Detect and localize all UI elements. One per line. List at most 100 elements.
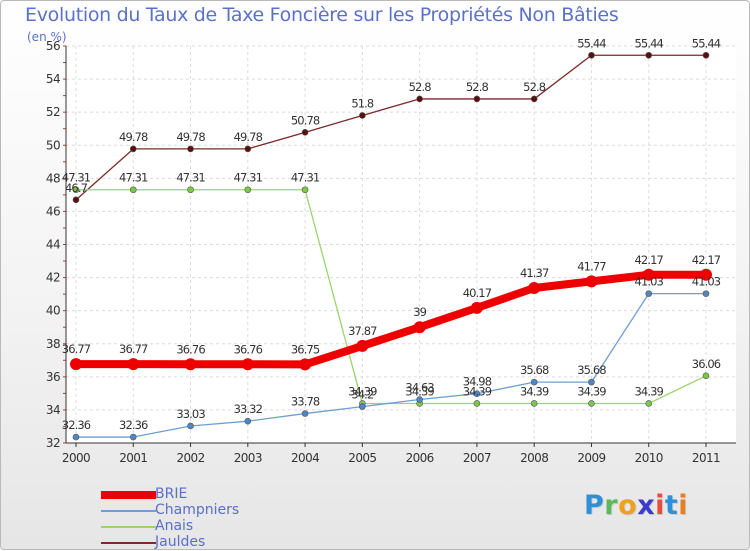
- data-point-brie: [700, 268, 712, 281]
- data-point-brie: [184, 358, 197, 371]
- data-point-jauldes: [359, 112, 366, 119]
- data-point-brie: [356, 339, 369, 352]
- data-point-brie: [241, 358, 254, 371]
- legend-label: Champniers: [155, 502, 240, 518]
- legend-item-champniers: Champniers: [101, 502, 321, 519]
- data-point-champniers: [244, 417, 252, 425]
- data-label-champniers: 33.78: [291, 395, 320, 409]
- data-point-anais: [473, 400, 481, 407]
- plot-area: [66, 46, 736, 443]
- logo-letter: P: [584, 490, 605, 521]
- data-point-champniers: [530, 378, 538, 386]
- data-label-anais: 34.39: [520, 384, 549, 398]
- data-point-champniers: [645, 290, 653, 297]
- series-line-brie: [72, 270, 710, 369]
- data-label-anais: 34.39: [348, 384, 377, 398]
- series-line-jauldes: [75, 54, 707, 201]
- x-tick-label: 2002: [176, 451, 204, 465]
- y-tick-label: 52: [46, 105, 60, 119]
- logo-letter: x: [637, 490, 656, 521]
- data-label-champniers: 34.63: [405, 380, 434, 394]
- legend-label: BRIE: [155, 486, 188, 502]
- data-point-brie: [299, 358, 312, 371]
- data-point-brie: [413, 321, 426, 334]
- data-point-jauldes: [416, 95, 423, 103]
- data-point-brie: [127, 358, 140, 371]
- data-label-anais: 36.06: [692, 357, 721, 371]
- data-label-brie: 42.17: [635, 253, 664, 267]
- data-point-champniers: [187, 422, 194, 430]
- data-label-champniers: 33.03: [176, 407, 205, 421]
- data-point-champniers: [473, 390, 481, 398]
- data-label-brie: 41.77: [577, 259, 606, 273]
- data-label-anais: 34.39: [577, 384, 606, 398]
- y-tick-label: 44: [46, 238, 60, 252]
- y-tick-label: 50: [46, 138, 60, 152]
- data-label-brie: 36.75: [291, 342, 320, 356]
- x-tick-label: 2008: [520, 451, 548, 465]
- legend-item-anais: Anais: [101, 518, 321, 535]
- data-label-brie: 41.37: [520, 266, 549, 280]
- data-label-jauldes: 49.78: [176, 130, 205, 144]
- data-point-brie: [70, 358, 82, 371]
- data-point-champniers: [129, 433, 137, 441]
- logo-letter: i: [655, 490, 665, 521]
- data-label-jauldes: 52.8: [409, 80, 432, 94]
- data-point-brie: [470, 301, 483, 314]
- x-tick-label: 2005: [348, 451, 376, 465]
- data-label-champniers: 34.2: [351, 388, 374, 402]
- data-label-jauldes: 50.78: [291, 113, 320, 127]
- y-tick-label: 34: [46, 403, 60, 417]
- data-label-anais: 34.39: [463, 384, 492, 398]
- data-label-jauldes: 52.8: [466, 80, 489, 94]
- data-point-anais: [187, 186, 194, 194]
- data-point-anais: [244, 186, 252, 194]
- series-line-champniers: [75, 292, 707, 438]
- data-label-jauldes: 49.78: [119, 130, 148, 144]
- x-tick-label: 2004: [291, 451, 319, 465]
- data-label-brie: 39: [413, 305, 426, 319]
- data-label-champniers: 33.32: [234, 402, 263, 416]
- data-point-jauldes: [244, 145, 252, 153]
- data-label-brie: 40.17: [463, 286, 492, 300]
- y-tick-label: 48: [46, 171, 60, 185]
- data-label-jauldes: 55.44: [577, 36, 606, 50]
- legend-swatch: [101, 491, 156, 499]
- data-label-anais: 47.31: [291, 171, 320, 185]
- y-tick-label: 46: [46, 204, 60, 218]
- data-label-jauldes: 55.44: [692, 36, 721, 50]
- data-point-anais: [129, 186, 137, 194]
- data-label-anais: 47.31: [234, 171, 263, 185]
- data-label-brie: 36.77: [119, 342, 148, 356]
- data-point-jauldes: [588, 51, 595, 59]
- legend-swatch: [101, 510, 156, 512]
- data-label-brie: 36.77: [62, 342, 91, 356]
- logo-letter: t: [664, 490, 679, 521]
- data-point-champniers: [588, 378, 595, 386]
- y-tick-label: 42: [46, 271, 60, 285]
- logo-letter: o: [618, 490, 638, 521]
- data-point-jauldes: [530, 95, 538, 103]
- data-point-champniers: [72, 433, 80, 441]
- y-tick-label: 40: [46, 304, 60, 318]
- data-label-jauldes: 46.7: [65, 181, 88, 195]
- logo-letter: r: [604, 490, 619, 521]
- data-label-anais: 34.39: [405, 384, 434, 398]
- data-point-anais: [645, 400, 653, 407]
- data-point-champniers: [416, 396, 423, 403]
- data-point-anais: [301, 186, 309, 194]
- data-point-anais: [702, 372, 710, 380]
- data-point-jauldes: [187, 145, 194, 153]
- data-point-brie: [642, 268, 655, 281]
- y-tick-label: 32: [46, 436, 60, 450]
- x-tick-label: 2009: [577, 451, 605, 465]
- data-label-jauldes: 49.78: [234, 130, 263, 144]
- data-label-brie: 37.87: [348, 324, 377, 338]
- data-point-jauldes: [72, 196, 80, 204]
- data-label-anais: 47.31: [62, 171, 91, 185]
- data-label-champniers: 32.36: [119, 418, 148, 432]
- data-point-anais: [588, 400, 595, 407]
- x-tick-label: 2010: [635, 451, 663, 465]
- x-tick-label: 2006: [406, 451, 434, 465]
